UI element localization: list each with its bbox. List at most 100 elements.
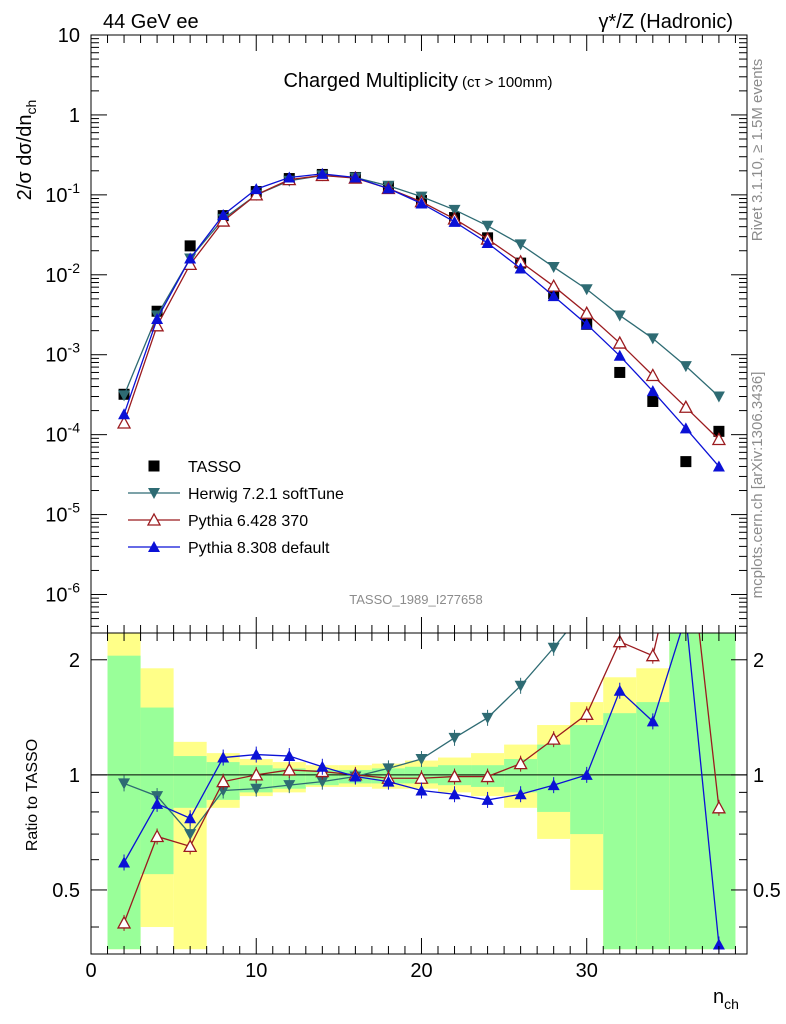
data-point bbox=[249, 187, 264, 201]
data-point bbox=[645, 648, 660, 662]
data-point bbox=[613, 684, 626, 696]
data-point bbox=[283, 171, 296, 183]
band-inner bbox=[107, 655, 141, 950]
y-tick-label: 10-6 bbox=[45, 580, 80, 607]
y-tick-label-right: 1 bbox=[753, 765, 764, 787]
ratio-series-pythia-8-308-default bbox=[118, 633, 725, 953]
series-pythia-6-428-370 bbox=[116, 168, 727, 446]
legend-marker bbox=[148, 460, 160, 472]
data-point bbox=[116, 415, 132, 429]
data-point bbox=[283, 780, 296, 792]
legend-marker bbox=[146, 512, 162, 526]
data-point bbox=[712, 938, 725, 950]
series-tasso bbox=[118, 168, 725, 468]
legend: TASSO Herwig 7.2.1 softTune Pythia 6.428 3… bbox=[128, 459, 344, 557]
legend-marker bbox=[148, 488, 160, 499]
header-left: 44 GeV ee bbox=[103, 11, 199, 33]
legend-label: TASSO bbox=[188, 459, 241, 476]
legend-marker bbox=[148, 541, 160, 552]
data-point bbox=[184, 829, 197, 841]
data-point bbox=[250, 183, 263, 195]
ratio-ytick-labels: 0.5 0.5 1 1 2 2 bbox=[52, 650, 781, 902]
y-tick-label: 10-2 bbox=[45, 260, 80, 287]
ratio-panel: 0.5 0.5 1 1 2 2 bbox=[52, 632, 781, 955]
data-point bbox=[546, 278, 561, 292]
data-point bbox=[513, 756, 528, 770]
data-point bbox=[118, 408, 131, 420]
data-point bbox=[547, 642, 560, 654]
data-point bbox=[546, 731, 561, 745]
y-tick-label: 2 bbox=[69, 650, 80, 672]
data-point bbox=[447, 769, 462, 783]
ratio-series bbox=[116, 633, 727, 953]
ratio-ticks bbox=[90, 633, 747, 954]
svg-text:2/σ dσ/dnch: 2/σ dσ/dnch bbox=[14, 100, 39, 201]
data-point bbox=[316, 776, 329, 788]
legend-label: Pythia 8.308 default bbox=[188, 540, 330, 557]
data-point bbox=[316, 760, 329, 772]
data-point bbox=[711, 432, 727, 446]
data-point bbox=[415, 197, 428, 209]
xlabel: nch bbox=[713, 986, 739, 1012]
data-point bbox=[547, 262, 560, 274]
data-point bbox=[646, 333, 659, 345]
data-point bbox=[712, 391, 725, 403]
main-series bbox=[116, 167, 727, 472]
data-point bbox=[349, 171, 362, 183]
data-point bbox=[481, 220, 494, 232]
data-point bbox=[646, 715, 659, 727]
main-title: Charged Multiplicity (cτ > 100mm) bbox=[283, 70, 552, 92]
main-ytick-labels: 10-6 10-5 10-4 10-3 10-2 10-1 1 10 bbox=[45, 25, 80, 607]
y-tick-label-right: 0.5 bbox=[753, 880, 781, 902]
data-point bbox=[580, 284, 593, 296]
series-line bbox=[123, 173, 720, 467]
data-point bbox=[547, 290, 560, 302]
data-point bbox=[481, 712, 494, 724]
legend-entry: Pythia 6.428 370 bbox=[128, 512, 308, 530]
data-point bbox=[316, 167, 329, 179]
data-point bbox=[481, 793, 494, 805]
data-point bbox=[250, 783, 263, 795]
ylabel-main: 2/σ dσ/dnch bbox=[14, 100, 39, 201]
data-point bbox=[217, 208, 230, 220]
y-tick-label: 1 bbox=[69, 105, 80, 127]
series-line bbox=[123, 174, 720, 397]
data-point bbox=[118, 390, 131, 402]
data-point bbox=[514, 239, 527, 251]
data-point bbox=[250, 748, 263, 760]
data-point bbox=[415, 754, 428, 766]
y-tick-label-right: 2 bbox=[753, 650, 764, 672]
data-point bbox=[613, 310, 626, 322]
data-point bbox=[448, 215, 461, 227]
band-inner bbox=[669, 633, 736, 950]
data-point bbox=[183, 839, 198, 853]
data-point bbox=[580, 768, 593, 780]
data-point bbox=[282, 762, 297, 776]
x-tick-label: 10 bbox=[245, 960, 267, 982]
band-inner bbox=[636, 702, 670, 950]
data-point bbox=[481, 236, 494, 248]
data-point bbox=[216, 213, 231, 227]
data-point bbox=[579, 305, 594, 319]
data-point bbox=[645, 368, 660, 382]
x-tick-label: 0 bbox=[85, 960, 96, 982]
data-point bbox=[679, 422, 692, 434]
data-point bbox=[514, 262, 527, 274]
data-point bbox=[415, 784, 428, 796]
data-point bbox=[612, 335, 627, 349]
svg-text:nch: nch bbox=[713, 986, 739, 1012]
data-point bbox=[514, 680, 527, 692]
y-tick-label: 10 bbox=[58, 25, 80, 47]
data-point bbox=[678, 399, 693, 413]
band-inner bbox=[603, 713, 637, 950]
data-point bbox=[448, 204, 461, 216]
legend-entry: TASSO bbox=[148, 459, 241, 476]
data-point bbox=[680, 456, 692, 468]
legend-label: Herwig 7.2.1 softTune bbox=[188, 486, 344, 503]
data-point bbox=[614, 366, 626, 378]
data-point bbox=[118, 778, 131, 790]
data-point bbox=[217, 751, 230, 763]
data-point bbox=[116, 915, 132, 929]
series-pythia-8-308-default bbox=[118, 167, 725, 472]
